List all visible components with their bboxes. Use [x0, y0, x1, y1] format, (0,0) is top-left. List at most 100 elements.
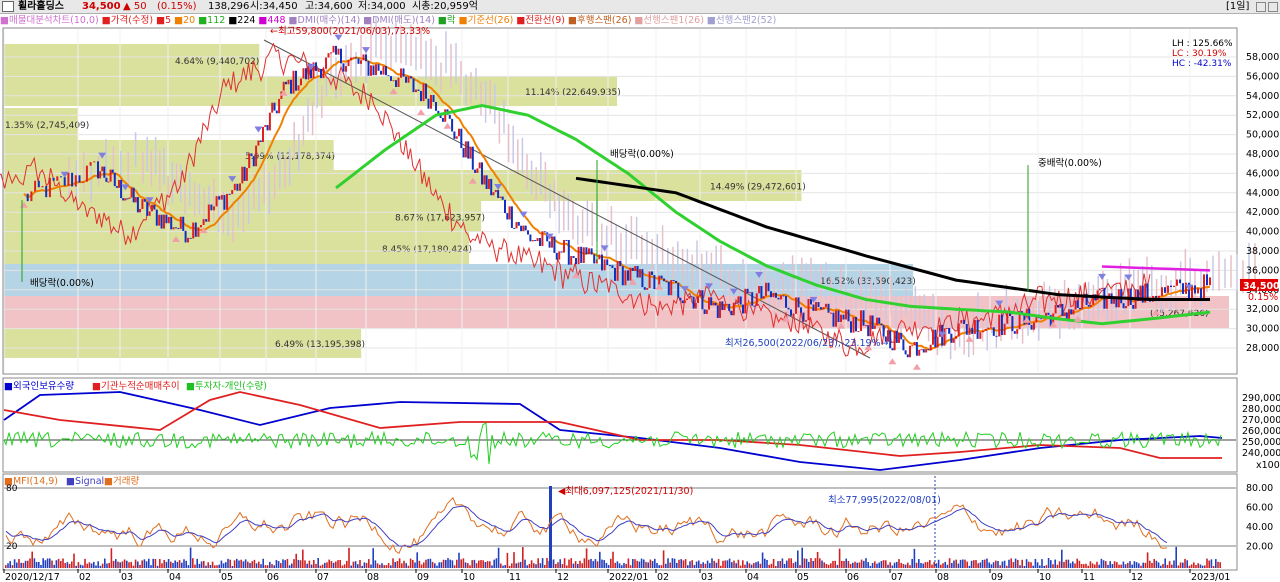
panel3-legend-item: ■Signal — [66, 476, 104, 487]
candle — [223, 195, 226, 210]
legend-item-14[interactable]: ■선행스팬2(52) — [706, 15, 777, 26]
candle — [835, 310, 837, 327]
candle — [936, 336, 939, 348]
legend-item-0[interactable]: ■매물대분석차트(10,0) — [0, 15, 99, 26]
volume-bar — [691, 560, 693, 568]
mfi-panel[interactable] — [2, 473, 1238, 571]
volume-bar — [713, 560, 715, 568]
volume-bar — [282, 559, 284, 568]
volume-profile-label: 8.45% (17,180,424) — [382, 245, 472, 255]
candle — [677, 283, 680, 298]
buy-marker — [655, 283, 664, 290]
volume-bar — [154, 558, 157, 568]
legend-item-12[interactable]: ■후행스팬(26) — [567, 15, 632, 26]
volume-bar — [1144, 562, 1147, 568]
volume-profile-label: (45,267,626) — [1150, 309, 1209, 319]
candle — [45, 186, 48, 198]
volume-bar — [695, 561, 698, 568]
candle — [830, 312, 832, 314]
candle — [705, 309, 708, 314]
legend-item-7[interactable]: ■DMI(매수)(14) — [288, 15, 361, 26]
legend-item-6[interactable]: ■448 — [258, 15, 286, 26]
candle — [606, 259, 609, 266]
volume-bar — [693, 564, 696, 568]
legend-item-5[interactable]: ■224 — [228, 15, 256, 26]
candle — [1188, 282, 1190, 299]
candle — [965, 323, 968, 335]
candle — [1129, 288, 1132, 305]
volume-bar — [533, 563, 535, 568]
period-selector[interactable]: [1일] — [1226, 1, 1250, 12]
volume-bar — [1085, 563, 1087, 568]
legend-item-3[interactable]: ■20 — [174, 15, 196, 26]
legend-item-13[interactable]: ■선행스팬1(26) — [634, 15, 704, 26]
candle — [430, 94, 432, 109]
volume-bar — [379, 564, 381, 568]
candle — [435, 101, 437, 111]
window-icon[interactable] — [2, 1, 14, 12]
volume-bar — [253, 559, 256, 568]
volume-bar — [1133, 561, 1136, 568]
volume-bar — [159, 559, 161, 568]
candle — [437, 110, 440, 114]
volume-bar — [640, 558, 643, 568]
legend-item-9[interactable]: ■락 — [437, 15, 456, 26]
candle — [882, 325, 885, 337]
market-cap: 시총:20,959억 — [412, 1, 478, 12]
volume-bar — [1217, 561, 1219, 568]
candle — [683, 300, 686, 304]
volume-bar — [832, 560, 834, 568]
volume-bar — [55, 560, 58, 568]
candle — [636, 266, 639, 278]
candle — [755, 293, 758, 306]
volume-bar — [1076, 558, 1078, 568]
candle — [337, 48, 340, 55]
volume-bar — [205, 565, 207, 568]
candle — [845, 309, 847, 320]
candle — [531, 240, 534, 242]
candle — [631, 267, 634, 271]
volume-bar — [1157, 562, 1160, 568]
lh-label: LH : 125.66% — [1172, 39, 1233, 49]
legend-item-4[interactable]: ■112 — [198, 15, 226, 26]
legend-item-10[interactable]: ■기준선(26) — [458, 15, 514, 26]
sell-marker — [755, 272, 764, 279]
candle — [259, 140, 262, 142]
candle — [797, 297, 800, 308]
volume-bar — [1186, 560, 1188, 568]
candle — [1209, 277, 1211, 286]
volume-bar — [242, 561, 245, 568]
volume-bar — [376, 563, 379, 568]
close-icon[interactable] — [1268, 2, 1278, 12]
candle — [782, 295, 785, 297]
candle — [335, 45, 337, 55]
volume-bar — [596, 561, 599, 568]
date-tick: 08 — [937, 572, 949, 582]
volume-bar — [1204, 565, 1206, 568]
volume-bar — [964, 559, 966, 568]
volume-bar — [836, 564, 839, 568]
candle — [619, 261, 622, 267]
candle — [1120, 289, 1123, 304]
legend-item-1[interactable]: ■가격(수정) — [101, 15, 154, 26]
candle — [938, 324, 941, 337]
current-price: 34,500 — [82, 1, 121, 12]
legend-item-11[interactable]: ■전환선(9) — [516, 15, 565, 26]
price-tick: 54,000 — [1246, 91, 1279, 102]
restore-icon[interactable] — [1256, 2, 1266, 12]
legend-item-2[interactable]: ■5 — [156, 15, 172, 26]
legend-item-8[interactable]: ■DMI(매도)(14) — [363, 15, 435, 26]
volume-bar — [372, 548, 374, 568]
candle — [264, 125, 267, 127]
panel2-legend-item: ■외국인보유수량 — [4, 380, 74, 392]
candle — [1113, 299, 1115, 304]
date-tick: 07 — [317, 572, 329, 582]
volume-bar — [517, 562, 520, 568]
volume-bar — [7, 563, 9, 568]
candle — [979, 332, 982, 339]
volume-bar — [544, 564, 546, 568]
volume-bar — [821, 560, 823, 568]
investor-panel[interactable] — [2, 377, 1238, 473]
candle — [527, 230, 529, 235]
